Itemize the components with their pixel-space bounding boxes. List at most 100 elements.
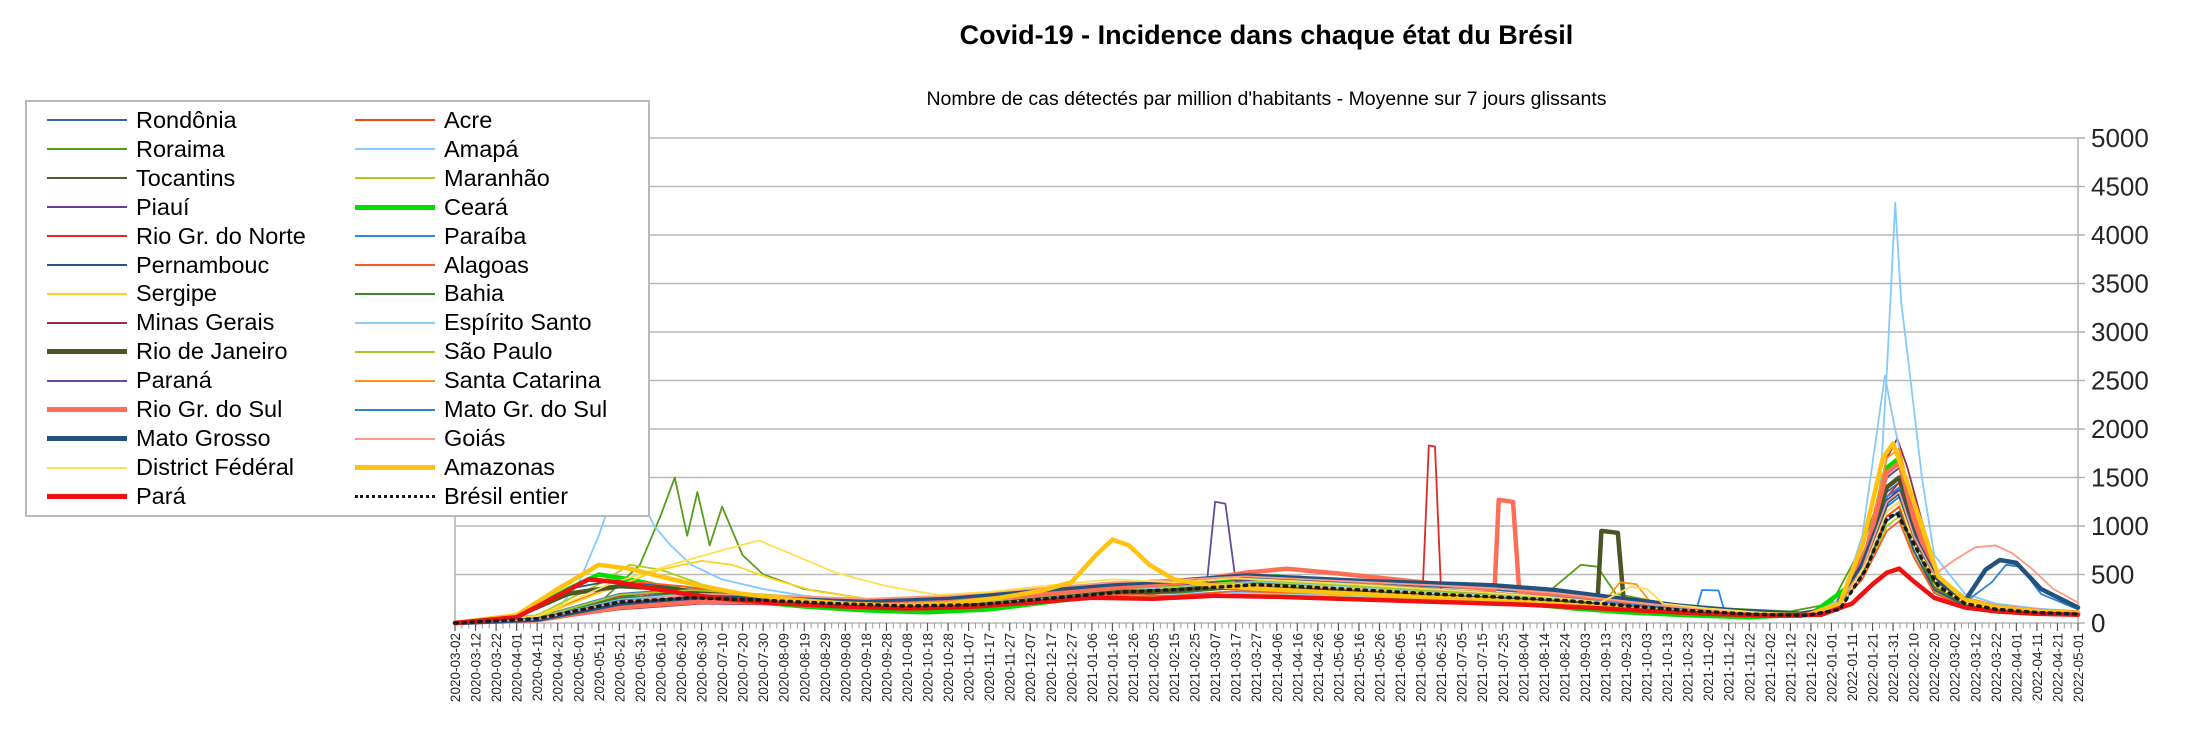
y-axis-label: 4500: [2091, 172, 2149, 202]
legend-item: São Paulo: [335, 337, 648, 366]
x-axis-label: 2020-12-07: [1023, 633, 1038, 702]
x-axis-label: 2020-03-12: [469, 633, 484, 702]
legend-item: Bahia: [335, 280, 648, 309]
legend-item: Goiás: [335, 424, 648, 453]
legend-item: Mato Gr. do Sul: [335, 395, 648, 424]
legend-item: Espírito Santo: [335, 308, 648, 337]
x-axis-label: 2020-06-10: [653, 633, 668, 702]
legend-item: Pernambouc: [27, 251, 335, 280]
legend-label: Acre: [444, 106, 493, 133]
series-line-br-sil-entier: [453, 511, 2080, 625]
series-line-par-: [452, 566, 2081, 626]
x-axis-label: 2020-05-21: [612, 633, 627, 702]
x-axis-label: 2021-12-12: [1783, 633, 1798, 702]
x-axis-label: 2020-07-30: [756, 633, 771, 702]
legend-item: Ceará: [335, 193, 648, 222]
legend-line-swatch: [355, 235, 435, 238]
legend-line-swatch: [47, 206, 127, 209]
x-axis-label: 2020-06-30: [695, 633, 710, 702]
legend-item: Acre: [335, 106, 648, 135]
legend-item: Santa Catarina: [335, 366, 648, 395]
legend-label: District Fédéral: [136, 454, 295, 481]
legend-line-swatch: [47, 349, 127, 355]
x-axis-label: 2021-11-02: [1701, 633, 1716, 701]
x-axis-label: 2022-04-11: [2030, 633, 2045, 701]
legend-item: Pará: [27, 482, 335, 511]
legend: Rondônia Acre Roraima Amapá Tocantins Maranhã…: [25, 100, 650, 517]
x-axis-label: 2021-03-27: [1249, 633, 1264, 702]
x-axis-label: 2020-10-28: [941, 633, 956, 702]
x-axis-label: 2022-01-01: [1824, 633, 1839, 702]
x-axis-label: 2021-04-26: [1311, 633, 1326, 702]
legend-item: Rio Gr. do Norte: [27, 222, 335, 251]
x-axis-label: 2020-08-09: [777, 633, 792, 702]
x-axis-label: 2021-11-22: [1742, 633, 1757, 701]
y-axis-label: 3000: [2091, 317, 2149, 347]
x-axis-label: 2020-04-21: [551, 633, 566, 702]
y-axis-label: 5000: [2091, 123, 2149, 153]
legend-label: Mato Gr. do Sul: [444, 396, 608, 423]
legend-line-swatch: [355, 119, 435, 122]
x-axis-label: 2020-06-20: [674, 633, 689, 702]
x-axis-label: 2021-08-14: [1537, 633, 1552, 703]
legend-label: Amapá: [444, 135, 519, 162]
x-axis-label: 2021-02-05: [1147, 633, 1162, 702]
legend-line-swatch: [355, 379, 435, 382]
legend-line-swatch: [355, 494, 435, 498]
x-axis-label: 2022-03-12: [1968, 633, 1983, 702]
legend-label: Pará: [136, 482, 186, 509]
legend-item: Paraná: [27, 366, 335, 395]
x-axis-label: 2020-11-07: [962, 633, 977, 701]
legend-item: Tocantins: [27, 164, 335, 193]
x-axis-label: 2020-11-27: [1003, 633, 1018, 701]
legend-label: Amazonas: [444, 454, 556, 481]
x-axis-label: 2021-10-23: [1681, 633, 1696, 702]
legend-label: Brésil entier: [444, 482, 569, 509]
x-axis-label: 2021-04-06: [1270, 633, 1285, 702]
legend-line-swatch: [47, 436, 127, 442]
legend-line-swatch: [47, 177, 127, 180]
legend-line-swatch: [47, 321, 127, 324]
x-axis-label: 2020-09-18: [859, 633, 874, 702]
x-axis-label: 2021-03-07: [1208, 633, 1223, 702]
legend-label: Rondônia: [136, 106, 237, 133]
legend-label: Goiás: [444, 425, 506, 452]
legend-item: Rondônia: [27, 106, 335, 135]
x-axis-label: 2022-02-10: [1907, 633, 1922, 702]
x-axis-label: 2021-07-15: [1475, 633, 1490, 702]
x-axis-label: 2020-04-11: [530, 633, 545, 701]
x-axis-label: 2021-02-25: [1188, 633, 1203, 702]
legend-line-swatch: [355, 408, 435, 411]
x-axis-label: 2021-11-12: [1722, 633, 1737, 701]
x-axis-label: 2022-01-21: [1866, 633, 1881, 702]
legend-label: Roraima: [136, 135, 225, 162]
x-axis-label: 2020-03-02: [448, 633, 463, 702]
legend-item: Alagoas: [335, 251, 648, 280]
x-axis-label: 2021-09-03: [1578, 633, 1593, 702]
y-axis-label: 1000: [2091, 511, 2149, 541]
x-axis-label: 2021-04-16: [1290, 633, 1305, 702]
legend-label: Paraná: [136, 367, 212, 394]
legend-label: Maranhão: [444, 164, 550, 191]
legend-label: Tocantins: [136, 164, 236, 191]
legend-line-swatch: [355, 465, 435, 471]
legend-line-swatch: [355, 204, 435, 210]
legend-line-swatch: [355, 321, 435, 324]
legend-item: Sergipe: [27, 280, 335, 309]
x-axis-label: 2021-01-16: [1105, 633, 1120, 702]
legend-line-swatch: [47, 493, 127, 499]
y-axis-label: 4000: [2091, 220, 2149, 250]
legend-item: District Fédéral: [27, 453, 335, 482]
y-axis-label: 0: [2091, 608, 2105, 638]
legend-line-swatch: [355, 350, 435, 353]
legend-line-swatch: [355, 177, 435, 180]
y-axis-label: 2500: [2091, 366, 2149, 396]
x-axis-label: 2021-12-02: [1763, 633, 1778, 702]
x-axis-label: 2020-09-28: [879, 633, 894, 702]
series-line-district-f-d-ral: [454, 500, 2079, 624]
legend-label: Rio de Janeiro: [136, 338, 288, 365]
legend-line-swatch: [47, 292, 127, 295]
x-axis-label: 2021-06-25: [1434, 633, 1449, 702]
